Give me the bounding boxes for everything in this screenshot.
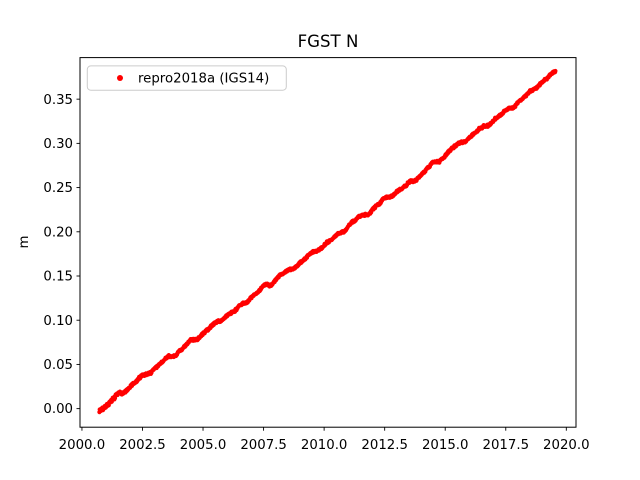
scatter-series <box>97 68 558 415</box>
legend-marker-dot <box>117 75 123 81</box>
y-tick-label: 0.20 <box>43 225 73 240</box>
y-tick-label: 0.35 <box>43 93 73 108</box>
y-tick-label: 0.00 <box>43 402 73 417</box>
legend: repro2018a (IGS14) <box>86 65 287 91</box>
x-tick-label: 2010.0 <box>301 438 348 453</box>
y-tick-label: 0.25 <box>43 181 73 196</box>
x-tick-label: 2000.0 <box>59 438 106 453</box>
x-tick-label: 2005.0 <box>180 438 227 453</box>
x-tick-label: 2012.5 <box>361 438 408 453</box>
legend-box <box>86 65 287 91</box>
x-tick-label: 2007.5 <box>240 438 287 453</box>
x-tick-label: 2017.5 <box>483 438 530 453</box>
y-tick-label: 0.05 <box>43 358 73 373</box>
y-axis: 0.00 0.05 0.10 0.15 0.20 0.25 0.30 0.35 <box>43 93 80 417</box>
legend-label: repro2018a (IGS14) <box>138 72 269 87</box>
x-axis: 2000.0 2002.5 2005.0 2007.5 2010.0 2012.5 2015… <box>59 427 590 453</box>
x-tick-label: 2015.0 <box>422 438 469 453</box>
y-tick-label: 0.15 <box>43 270 73 285</box>
x-tick-label: 2020.0 <box>543 438 590 453</box>
plot-frame <box>79 57 577 428</box>
y-tick-label: 0.30 <box>43 137 73 152</box>
y-axis-label: m <box>17 236 32 249</box>
y-tick-label: 0.10 <box>43 314 73 329</box>
data-points-path <box>97 68 558 415</box>
x-tick-label: 2002.5 <box>119 438 166 453</box>
chart-title: FGST N <box>298 32 359 51</box>
